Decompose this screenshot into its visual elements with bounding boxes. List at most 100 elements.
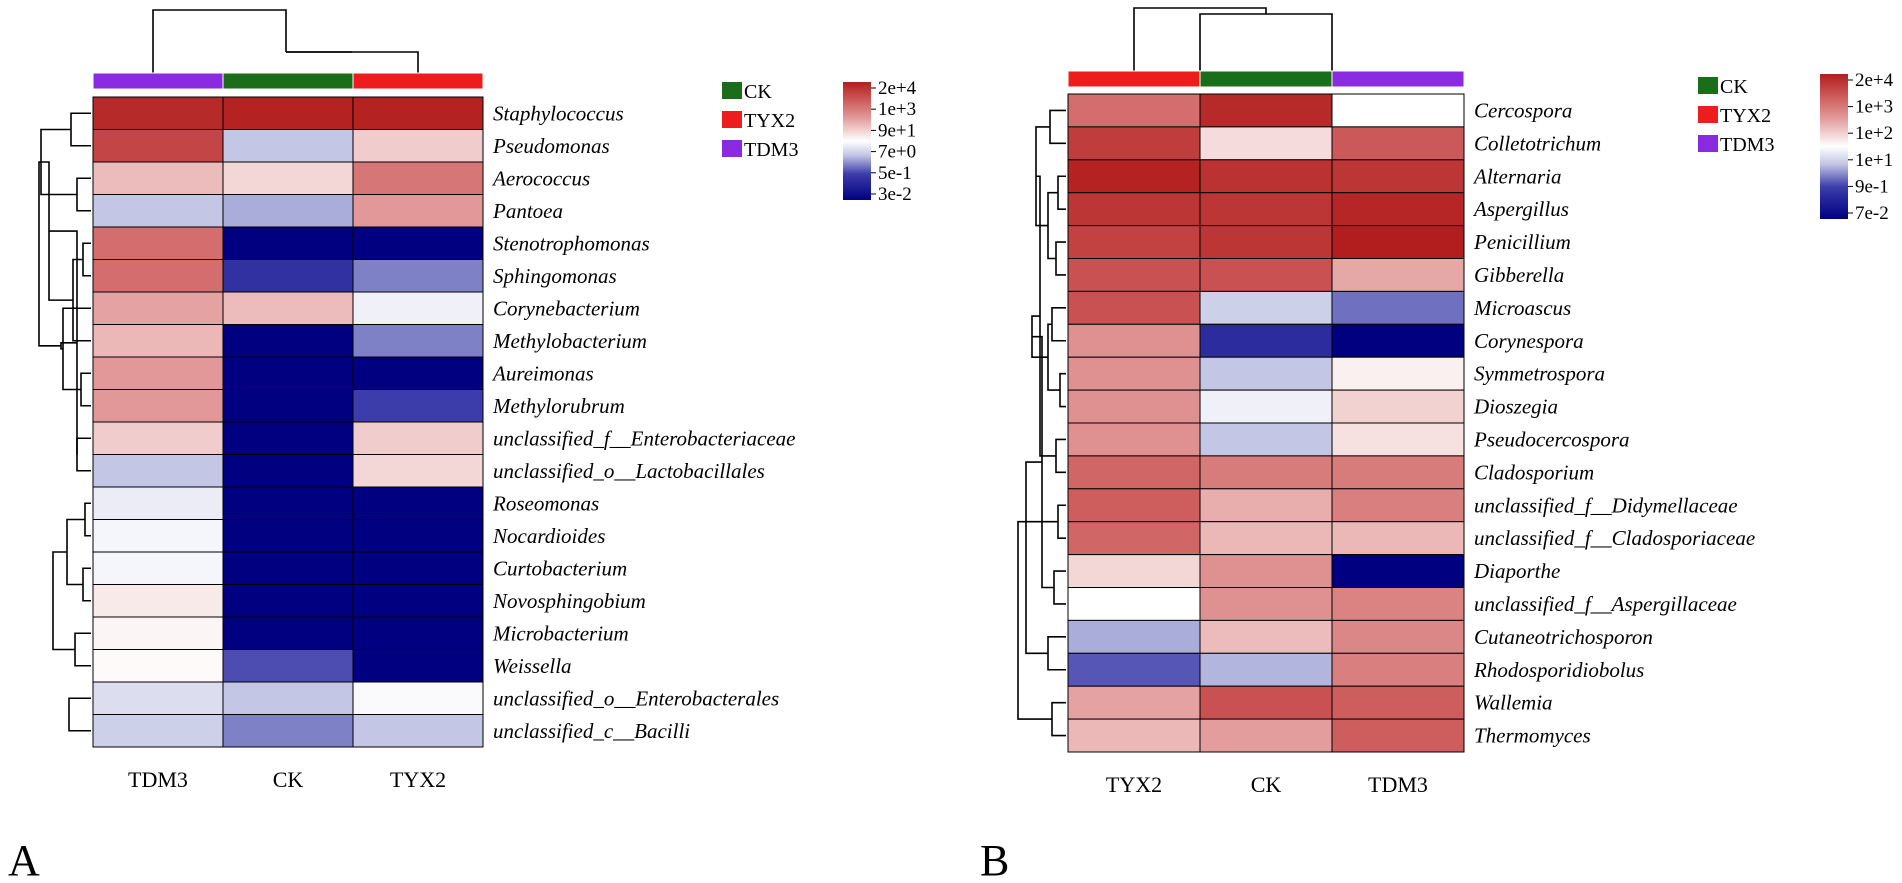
- cell-aspergillus-tyx2: [1067, 192, 1201, 227]
- cell-aureimonas-tyx2: [352, 356, 484, 390]
- cell-cercospora-tyx2: [1067, 93, 1201, 128]
- cell-aspergillus-tdm3: [1331, 192, 1465, 227]
- cell-penicillium-ck: [1199, 225, 1333, 260]
- cell-sphingomonas-tyx2: [352, 259, 484, 293]
- row-label-gibberella: Gibberella: [1474, 263, 1564, 287]
- cell-aureimonas-ck: [222, 356, 354, 390]
- cell-dioszegia-ck: [1199, 389, 1333, 424]
- row-label-symmetrospora: Symmetrospora: [1474, 362, 1605, 386]
- cell-pantoea-ck: [222, 194, 354, 228]
- row-label-diaporthe: Diaporthe: [1473, 559, 1560, 583]
- row-label-corynebacterium: Corynebacterium: [493, 296, 640, 320]
- row-label-staphylococcus: Staphylococcus: [493, 101, 624, 125]
- cell-nocardioides-tyx2: [352, 519, 484, 553]
- row-label-aspergillus: Aspergillus: [1472, 197, 1569, 221]
- row-dendrogram-a: [38, 112, 91, 732]
- cell-methylobacterium-ck: [222, 324, 354, 358]
- row-label-cladosporium: Cladosporium: [1474, 460, 1594, 484]
- legend-label-ck: CK: [1720, 76, 1748, 98]
- row-label-unclassified-f-cladosporiaceae: unclassified_f__Cladosporiaceae: [1474, 526, 1755, 550]
- cell-diaporthe-tyx2: [1067, 554, 1201, 588]
- row-label-corynespora: Corynespora: [1474, 329, 1584, 353]
- cell-microbacterium-tdm3: [92, 616, 224, 650]
- row-dendro-link-b-2: [1055, 241, 1066, 276]
- row-label-nocardioides: Nocardioides: [492, 524, 605, 548]
- row-dendro-link-a-11: [49, 230, 78, 455]
- cell-colletotrichum-tyx2: [1067, 126, 1201, 161]
- cell-unclassified-o-enterobacterales-ck: [222, 681, 354, 715]
- cell-aerococcus-tdm3: [92, 161, 224, 195]
- cell-unclassified-f-enterobacteriaceae-tyx2: [352, 421, 484, 455]
- row-dendro-link-a-5: [72, 258, 91, 342]
- cell-corynespora-tdm3: [1331, 323, 1465, 358]
- cell-cercospora-ck: [1199, 93, 1333, 128]
- cell-corynebacterium-tdm3: [92, 291, 224, 325]
- cell-nocardioides-tdm3: [92, 519, 224, 553]
- group-bar-ck: [222, 72, 354, 90]
- color-scale-label-b-4: 9e-1: [1855, 176, 1889, 197]
- cell-novosphingobium-tdm3: [92, 584, 224, 618]
- column-label-tyx2: TYX2: [1106, 772, 1162, 797]
- row-dendro-link-a-1: [76, 177, 91, 212]
- cell-unclassified-f-cladosporiaceae-ck: [1199, 521, 1333, 556]
- column-label-tyx2: TYX2: [390, 767, 446, 792]
- row-label-rhodosporidiobolus: Rhodosporidiobolus: [1473, 658, 1644, 682]
- cell-corynespora-tyx2: [1067, 323, 1201, 358]
- cell-rhodosporidiobolus-ck: [1199, 652, 1333, 687]
- cell-stenotrophomonas-ck: [222, 226, 354, 260]
- column-dendrogram-b: [1133, 7, 1333, 79]
- cell-curtobacterium-tyx2: [352, 551, 484, 585]
- cell-pantoea-tdm3: [92, 194, 224, 228]
- cell-unclassified-f-didymellaceae-tdm3: [1331, 488, 1465, 523]
- row-dendro-link-b-6: [1059, 372, 1066, 408]
- cell-novosphingobium-tyx2: [352, 584, 484, 618]
- row-dendro-link-a-16: [52, 551, 75, 651]
- cell-pseudocercospora-ck: [1199, 422, 1333, 457]
- row-label-sphingomonas: Sphingomonas: [493, 264, 617, 288]
- cell-microbacterium-ck: [222, 616, 354, 650]
- cell-unclassified-o-enterobacterales-tdm3: [92, 681, 224, 715]
- legend-swatch-tdm3: [1698, 135, 1718, 152]
- column-label-ck: CK: [1251, 772, 1282, 797]
- cell-unclassified-o-enterobacterales-tyx2: [352, 681, 484, 715]
- cell-pantoea-tyx2: [352, 194, 484, 228]
- column-labels-b: TYX2 CK TDM3: [1106, 772, 1428, 797]
- cell-cutaneotrichosporon-tyx2: [1067, 619, 1201, 654]
- panel-b: Cercospora Colletotrichum Alternaria Asperg…: [980, 7, 1894, 883]
- cell-cladosporium-tyx2: [1067, 455, 1201, 490]
- row-label-cercospora: Cercospora: [1474, 98, 1572, 122]
- cell-microascus-tdm3: [1331, 290, 1465, 325]
- row-label-aureimonas: Aureimonas: [491, 361, 594, 385]
- cell-thermomyces-tyx2: [1067, 718, 1201, 753]
- row-dendro-link-a-17: [38, 161, 61, 347]
- cell-weissella-ck: [222, 649, 354, 683]
- cell-dioszegia-tyx2: [1067, 389, 1201, 424]
- cell-symmetrospora-tdm3: [1331, 356, 1465, 391]
- row-dendro-link-b-0: [1049, 109, 1066, 145]
- row-label-alternaria: Alternaria: [1472, 164, 1562, 188]
- cell-corynebacterium-ck: [222, 291, 354, 325]
- column-label-ck: CK: [273, 767, 304, 792]
- cell-sphingomonas-tdm3: [92, 259, 224, 293]
- cell-methylobacterium-tyx2: [352, 324, 484, 358]
- cell-nocardioides-ck: [222, 519, 354, 553]
- legend-label-tyx2: TYX2: [1720, 105, 1771, 127]
- row-label-curtobacterium: Curtobacterium: [493, 556, 627, 580]
- cell-wallemia-tdm3: [1331, 685, 1465, 720]
- legend-label-tyx2: TYX2: [744, 110, 795, 132]
- cell-unclassified-f-enterobacteriaceae-ck: [222, 421, 354, 455]
- cell-staphylococcus-tyx2: [352, 96, 484, 130]
- cell-staphylococcus-ck: [222, 96, 354, 130]
- heatmap-a: [92, 96, 484, 748]
- cell-unclassified-o-lactobacillales-ck: [222, 454, 354, 488]
- cell-curtobacterium-ck: [222, 551, 354, 585]
- cell-roseomonas-tdm3: [92, 486, 224, 520]
- row-label-methylorubrum: Methylorubrum: [492, 394, 625, 418]
- legend-label-tdm3: TDM3: [1720, 134, 1774, 156]
- cell-unclassified-c-bacilli-ck: [222, 714, 354, 748]
- row-label-novosphingobium: Novosphingobium: [492, 589, 646, 613]
- group-bar-ck: [1199, 70, 1333, 88]
- row-label-microascus: Microascus: [1473, 296, 1571, 320]
- cell-unclassified-f-aspergillaceae-tdm3: [1331, 587, 1465, 621]
- legend-swatch-tdm3: [722, 140, 742, 157]
